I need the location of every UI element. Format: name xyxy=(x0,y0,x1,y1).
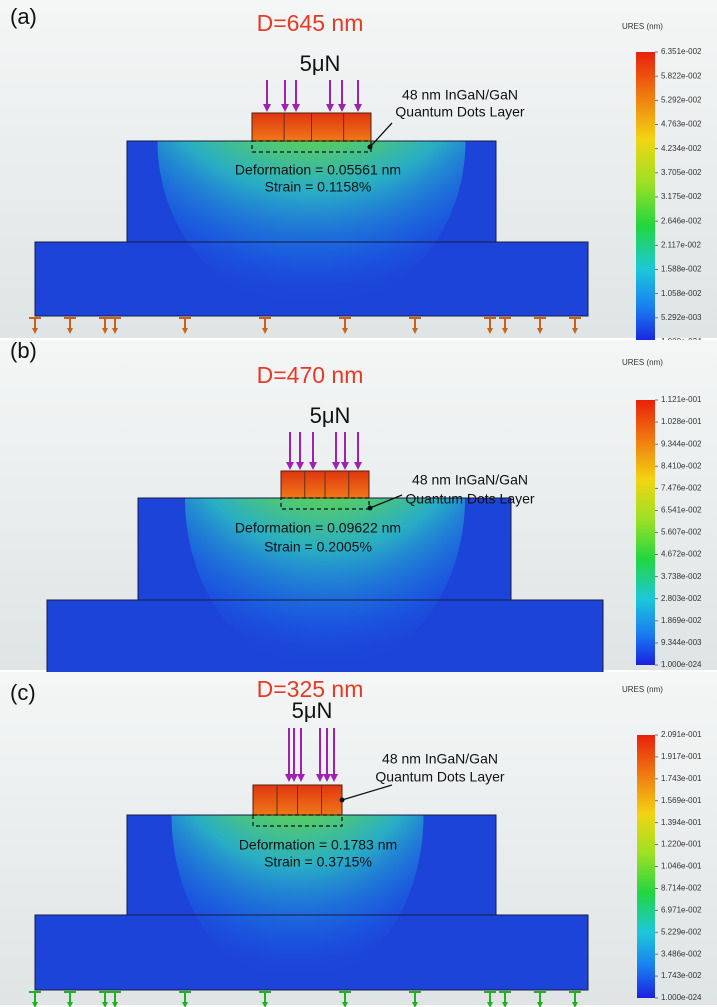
colorbar-label: 3.738e-002 xyxy=(661,572,702,581)
colorbar-label: 1.046e-001 xyxy=(661,862,702,871)
figure: (a)D=645 nm5μN48 nm InGaN/GaNQuantum Dot… xyxy=(0,0,717,1007)
strain-label: Strain = 0.1158% xyxy=(265,179,372,195)
colorbar-label: 7.476e-002 xyxy=(661,483,702,492)
colorbar-label: 6.351e-002 xyxy=(661,47,702,56)
annotation-line: 48 nm InGaN/GaN xyxy=(412,472,528,488)
annotation-line: Quantum Dots Layer xyxy=(395,104,525,120)
colorbar-label: 8.714e-002 xyxy=(661,884,702,893)
annotation-line: Quantum Dots Layer xyxy=(405,491,535,507)
annotation-line: 48 nm InGaN/GaN xyxy=(402,87,518,103)
colorbar-label: 1.743e-001 xyxy=(661,774,702,783)
colorbar-label: 2.646e-002 xyxy=(661,216,702,225)
colorbar-label: 5.292e-002 xyxy=(661,95,702,104)
colorbar-label: 2.803e-002 xyxy=(661,594,702,603)
colorbar-label: 1.588e-002 xyxy=(661,265,702,274)
colorbar-label: 1.000e-024 xyxy=(661,993,702,1002)
colorbar-title: URES (nm) xyxy=(622,22,663,31)
colorbar-title: URES (nm) xyxy=(622,358,663,367)
strain-label: Strain = 0.2005% xyxy=(264,539,372,555)
colorbar-label: 1.869e-002 xyxy=(661,616,702,625)
colorbar-label: 1.028e-001 xyxy=(661,417,702,426)
panel-label: (c) xyxy=(10,680,36,705)
annotation-line: Quantum Dots Layer xyxy=(375,769,505,785)
panel-title: D=470 nm xyxy=(257,362,364,388)
annotation-pointer-head xyxy=(368,506,373,511)
colorbar-label: 2.117e-002 xyxy=(661,240,701,249)
colorbar-label: 1.000e-024 xyxy=(661,660,702,669)
colorbar-label: 6.971e-002 xyxy=(661,905,702,914)
panel: (b) D=470 nm 5μN 48 nm InGaN/GaN Quantum Dot… xyxy=(0,323,717,694)
colorbar-label: 5.607e-002 xyxy=(661,528,702,537)
colorbar-label: 1.917e-001 xyxy=(661,752,702,761)
deformation-label: Deformation = 0.05561 nm xyxy=(235,162,401,178)
deformation-label: Deformation = 0.1783 nm xyxy=(239,837,397,853)
load-label: 5μN xyxy=(292,698,333,723)
colorbar-label: 4.763e-002 xyxy=(661,120,702,129)
page: (a)D=645 nm5μN48 nm InGaN/GaNQuantum Dot… xyxy=(0,0,717,1007)
deformation-label: Deformation = 0.09622 nm xyxy=(235,520,401,536)
colorbar-label: 1.569e-001 xyxy=(661,796,702,805)
colorbar-label: 1.058e-002 xyxy=(661,289,702,298)
colorbar-label: 6.541e-002 xyxy=(661,506,702,515)
annotation-line: 48 nm InGaN/GaN xyxy=(382,751,498,767)
colorbar xyxy=(637,735,655,998)
colorbar-label: 9.344e-003 xyxy=(661,638,702,647)
load-label: 5μN xyxy=(310,403,351,428)
colorbar-label: 1.394e-001 xyxy=(661,818,702,827)
colorbar-label: 4.234e-002 xyxy=(661,144,702,153)
colorbar xyxy=(636,400,655,665)
panel-label: (b) xyxy=(10,338,37,363)
annotation-pointer-head xyxy=(368,145,373,150)
colorbar-label: 1.220e-001 xyxy=(661,840,702,849)
colorbar-label: 5.822e-002 xyxy=(661,71,702,80)
panel-label: (a) xyxy=(10,4,37,29)
colorbar-label: 2.091e-001 xyxy=(661,730,702,739)
colorbar-title: URES (nm) xyxy=(622,685,663,694)
colorbar-label: 8.410e-002 xyxy=(661,461,702,470)
colorbar-label: 5.292e-003 xyxy=(661,313,702,322)
load-label: 5μN xyxy=(300,51,341,76)
annotation-pointer-head xyxy=(340,798,345,803)
colorbar-label: 1.743e-002 xyxy=(661,971,702,980)
strain-label: Strain = 0.3715% xyxy=(264,854,372,870)
panel-title: D=645 nm xyxy=(257,10,364,36)
colorbar-label: 9.344e-002 xyxy=(661,439,702,448)
colorbar-label: 3.486e-002 xyxy=(661,949,702,958)
colorbar xyxy=(636,52,655,342)
colorbar-label: 5.229e-002 xyxy=(661,927,702,936)
colorbar-label: 1.121e-001 xyxy=(661,395,702,404)
colorbar-label: 3.705e-002 xyxy=(661,168,702,177)
colorbar-label: 3.175e-002 xyxy=(661,192,702,201)
colorbar-label: 4.672e-002 xyxy=(661,550,702,559)
